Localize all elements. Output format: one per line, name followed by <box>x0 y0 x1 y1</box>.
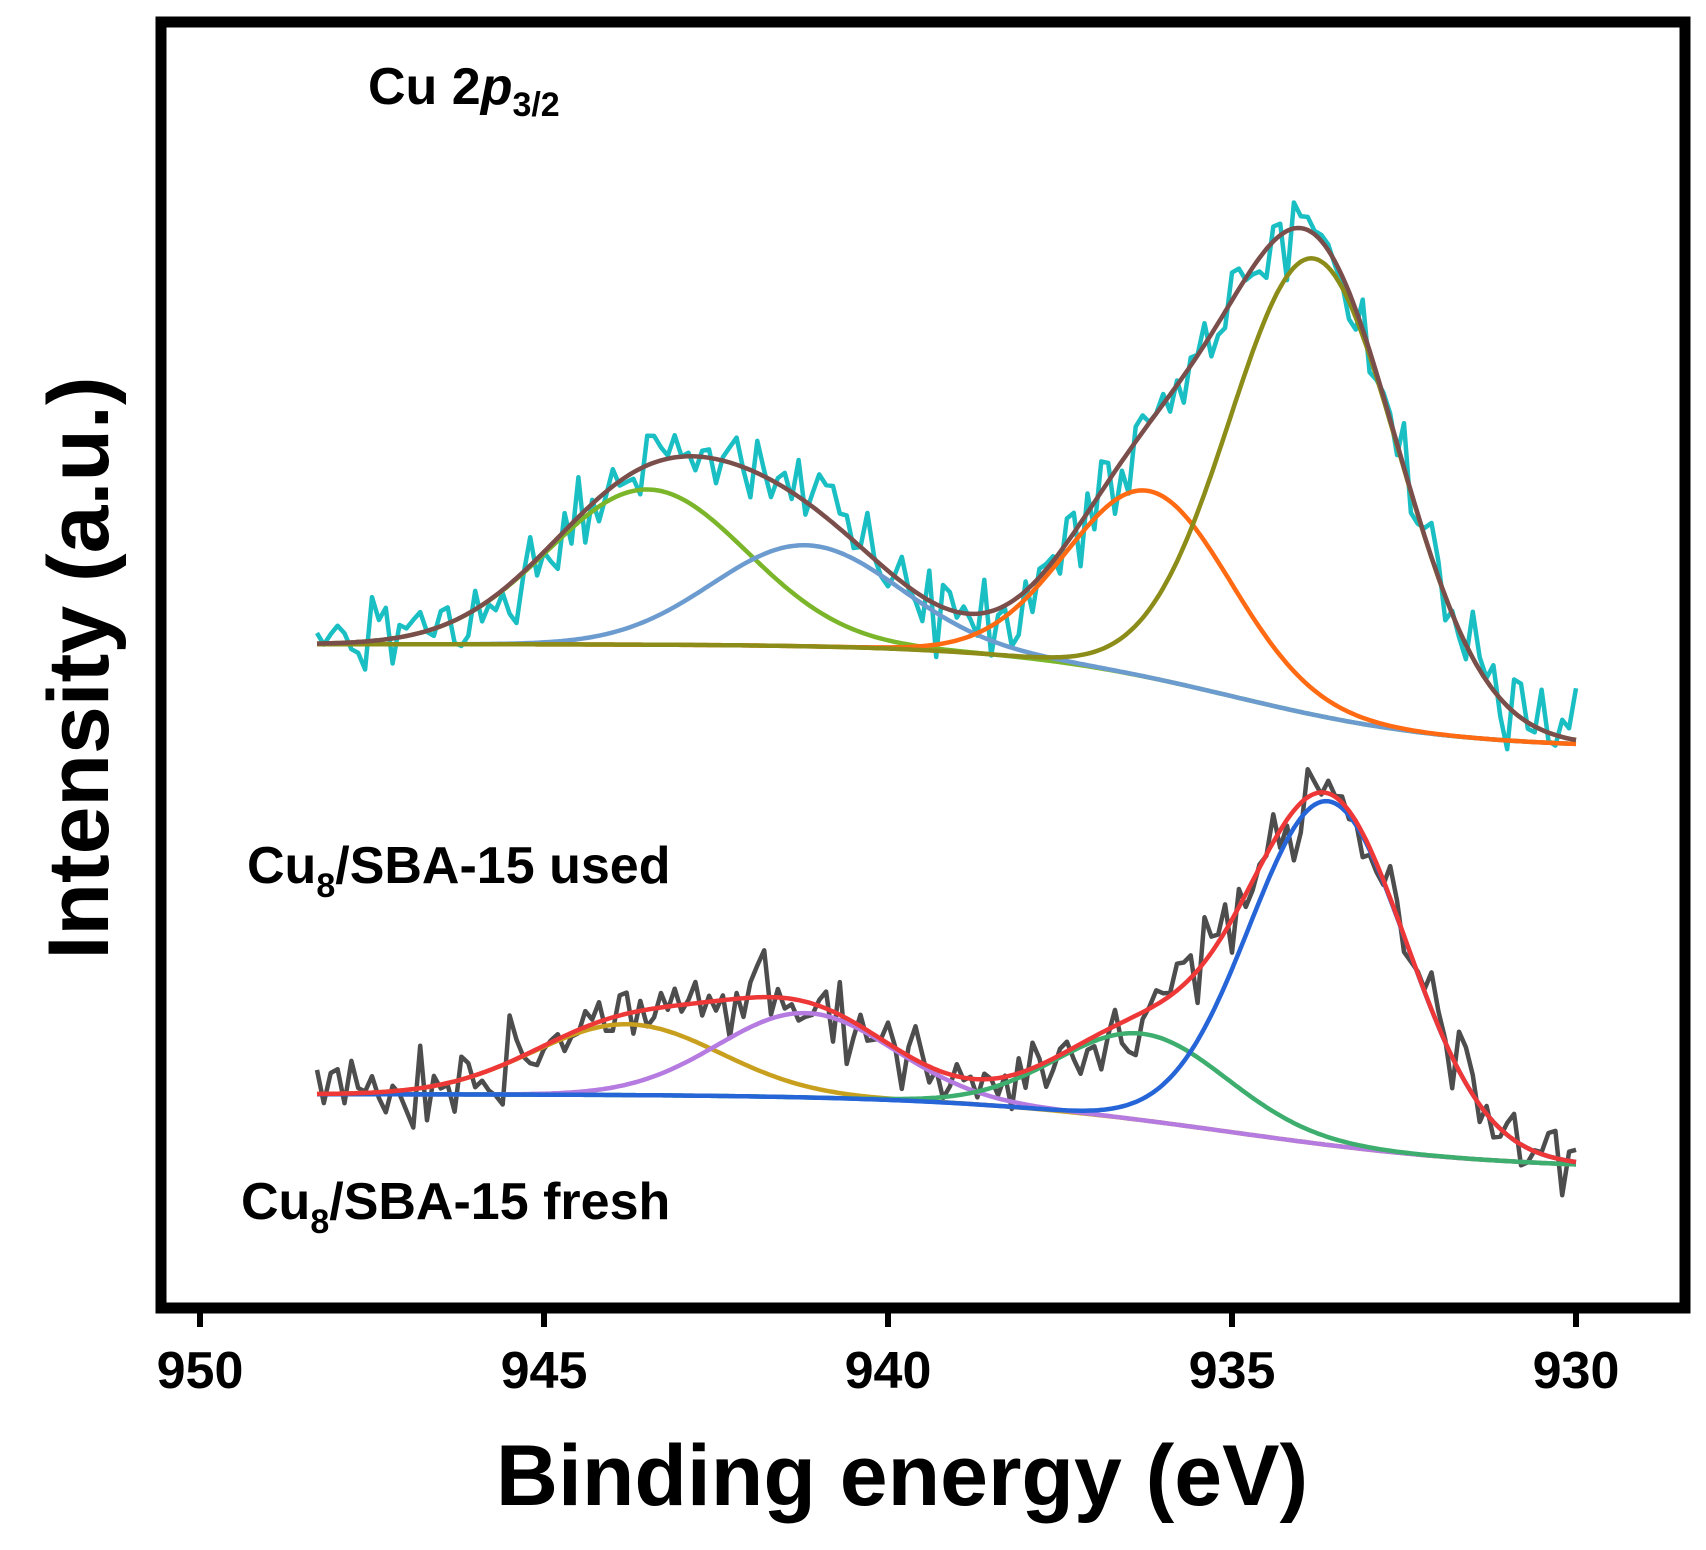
x-tick-label-945: 945 <box>501 1342 588 1400</box>
x-tick-label-950: 950 <box>157 1342 244 1400</box>
spectrum-label-fresh: Cu8/SBA-15 fresh <box>241 1173 670 1241</box>
y-axis-title: Intensity (a.u.) <box>31 377 127 960</box>
x-axis-title: Binding energy (eV) <box>496 1428 1308 1524</box>
raw-data-line <box>315 200 1579 752</box>
spectrum-used <box>315 200 1579 752</box>
panel-label: Cu 2p3/2 <box>368 58 560 124</box>
fit-envelope <box>316 790 1577 1165</box>
x-tick-label-935: 935 <box>1189 1342 1276 1400</box>
x-axis: 950 945 940 935 930 <box>157 1313 1620 1400</box>
plot-content <box>314 200 1579 1198</box>
x-tick-label-930: 930 <box>1533 1342 1620 1400</box>
spectrum-label-used: Cu8/SBA-15 used <box>247 837 670 905</box>
x-tick-label-940: 940 <box>845 1342 932 1400</box>
fit-envelope <box>316 225 1577 743</box>
spectrum-fresh <box>314 766 1577 1198</box>
raw-data-line <box>314 766 1577 1198</box>
plot-frame <box>155 16 1691 1314</box>
fit-component-4 <box>317 256 1577 743</box>
